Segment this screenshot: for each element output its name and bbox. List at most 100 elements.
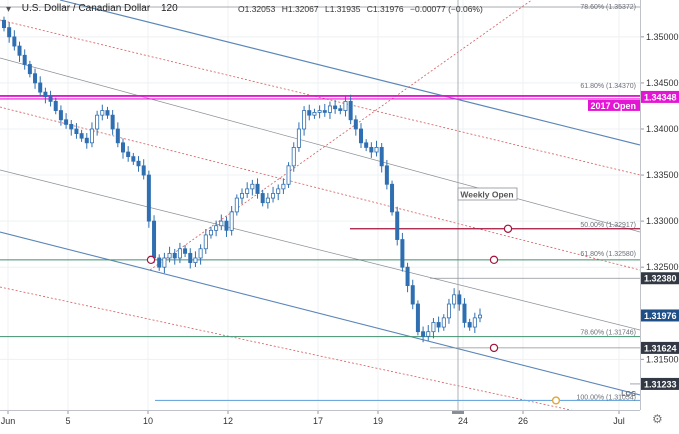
price-axis[interactable]: 1.35000 1.34500 1.34000 1.33500 1.33000 1.325… [640, 0, 679, 410]
candle-body [115, 128, 120, 144]
time-tick-label: 24 [458, 416, 468, 426]
candles [2, 16, 482, 343]
candle-body [255, 183, 260, 194]
level-circle-marker [503, 224, 513, 233]
candle-body [214, 225, 219, 231]
price-tick-label: 1.31500 [646, 354, 679, 364]
fib-label: 100.00% (1.31054) [576, 394, 636, 401]
channel-line [0, 169, 640, 331]
candle-body [224, 220, 229, 231]
candle-body [276, 188, 281, 194]
symbol-name[interactable]: U.S. Dollar / Canadian Dollar [21, 3, 151, 14]
candle-body [369, 147, 374, 153]
candle-body [358, 128, 363, 144]
ohlc-readout: O1.32053 H1.32067 L1.31935 C1.31976 −0.0… [238, 0, 487, 18]
fib-label: 61.80% (1.32580) [580, 251, 636, 258]
time-tick-label: 26 [518, 416, 528, 426]
time-tick-label: Jul [613, 416, 625, 426]
candle-body [146, 174, 151, 222]
level-circle-marker [551, 396, 561, 405]
low-value: L1.31935 [324, 4, 361, 14]
candle-body [317, 110, 322, 113]
candle-body [239, 193, 244, 199]
candle-body [353, 119, 358, 130]
price-badge-label: 1.34348 [644, 92, 677, 102]
weekly-open-label: Weekly Open [460, 190, 513, 200]
price-badge-label: 1.31624 [644, 343, 677, 353]
candle-body [338, 108, 343, 111]
open-2017-badge [588, 99, 640, 111]
fib-label: 78.60% (1.35372) [580, 4, 636, 11]
candle-body [431, 322, 436, 333]
candle-body [472, 317, 477, 328]
candle-body [121, 142, 126, 153]
candle-body [343, 100, 348, 111]
time-tick-label: 10 [143, 416, 153, 426]
candle-body [79, 133, 84, 139]
candle-body [421, 331, 426, 337]
price-badge [641, 272, 679, 285]
candle-body [126, 151, 131, 158]
candle-body [198, 248, 203, 259]
candle-body [364, 142, 369, 148]
candle-body [333, 105, 338, 110]
price-badge-label: 1.31976 [644, 311, 677, 321]
channel-lines [0, 0, 640, 410]
candle-body [410, 285, 415, 305]
candle-body [291, 147, 296, 167]
annotation-labels: 78.60% (1.35372) 61.80% (1.34370) 50.00% (… [457, 4, 640, 401]
candle-body [74, 128, 79, 134]
time-axis-ticks: Jun 5 10 12 17 19 24 26 Jul [1, 411, 625, 426]
candle-body [131, 156, 136, 162]
weekly-open-box [457, 187, 518, 201]
price-chart[interactable]: 78.60% (1.35372) 61.80% (1.34370) 50.00% (… [0, 0, 640, 410]
horizontal-levels [0, 6, 640, 402]
price-tick-label: 1.32500 [646, 262, 679, 272]
price-tick-label: 1.33500 [646, 170, 679, 180]
candle-body [286, 165, 291, 185]
weekly-open-time-marker [452, 411, 464, 414]
price-badge [641, 90, 679, 103]
candle-body [307, 110, 312, 116]
candle-body [400, 239, 405, 268]
candle-body [177, 248, 182, 259]
timeframe-label[interactable]: 120 [160, 3, 178, 14]
candle-body [208, 229, 213, 236]
candle-body [452, 294, 457, 305]
candle-body [188, 252, 193, 263]
settings-gear-icon[interactable]: ⚙ [652, 412, 663, 426]
channel-line [149, 0, 533, 271]
collapse-arrow-icon[interactable]: ▾ [6, 4, 12, 15]
candle-body [27, 64, 32, 75]
candle-body [152, 220, 157, 259]
time-axis[interactable]: Jun 5 10 12 17 19 24 26 Jul [0, 410, 640, 429]
price-badge [641, 309, 679, 322]
candle-body [2, 19, 7, 29]
candle-body [296, 128, 301, 148]
candle-body [395, 211, 400, 240]
candle-body [281, 183, 286, 190]
loc-label: LOC [621, 391, 636, 398]
candle-body [100, 110, 105, 116]
price-tick-label: 1.34500 [646, 78, 679, 88]
price-tick-label: 1.34000 [646, 124, 679, 134]
candle-body [17, 45, 22, 56]
candle-body [64, 119, 69, 125]
price-badge-label: 1.32380 [644, 274, 677, 284]
candle-body [33, 73, 38, 84]
candle-body [48, 96, 53, 102]
candle-body [446, 303, 451, 319]
candle-body [327, 105, 332, 113]
price-tick-label: 1.35000 [646, 32, 679, 42]
candle-body [167, 252, 172, 259]
candle-body [457, 294, 462, 305]
candle-body [84, 137, 89, 144]
candle-body [260, 193, 265, 204]
open-2017-label: 2017 Open [590, 101, 636, 111]
price-badge [641, 341, 679, 354]
channel-line [0, 286, 573, 410]
candle-body [390, 183, 395, 213]
candle-body [384, 165, 389, 185]
level-circle-marker [489, 343, 499, 353]
